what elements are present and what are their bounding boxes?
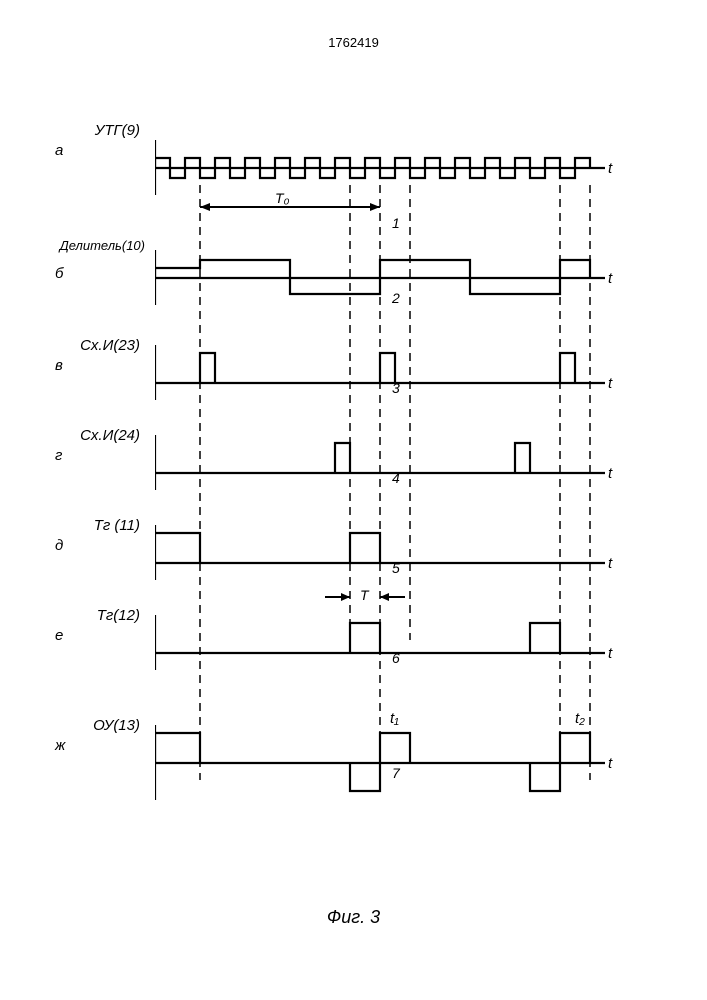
dimension-T bbox=[155, 585, 615, 610]
t-label-b: t bbox=[608, 270, 612, 287]
signal-sublabel-e: е bbox=[55, 627, 63, 644]
signal-sublabel-a: а bbox=[55, 142, 63, 159]
page: 1762419 УТГ(9) а t Т₀ bbox=[0, 0, 707, 1000]
t2-label: t₂ bbox=[575, 710, 585, 727]
figure-caption: Фиг. 3 bbox=[327, 907, 380, 928]
t-label-g: t bbox=[608, 465, 612, 482]
waveform-cxi23 bbox=[155, 345, 615, 400]
signal-sublabel-d: д bbox=[55, 537, 63, 554]
signal-label-divider: Делитель(10) bbox=[55, 238, 145, 253]
t-label-zh: t bbox=[608, 755, 612, 772]
signal-sublabel-zh: ж bbox=[55, 737, 65, 754]
row-num-1: 1 bbox=[392, 215, 400, 231]
t1-label: t₁ bbox=[390, 710, 399, 727]
signal-sublabel-v: в bbox=[55, 357, 63, 374]
waveform-cxi24 bbox=[155, 435, 615, 490]
timing-diagram: УТГ(9) а t Т₀ bbox=[60, 140, 620, 920]
signal-label-tg11: Тг (11) bbox=[55, 517, 140, 534]
t-label-v: t bbox=[608, 375, 612, 392]
signal-label-cxi23: Сх.И(23) bbox=[55, 337, 140, 354]
signal-label-ou13: ОУ(13) bbox=[55, 717, 140, 734]
signal-label-utg: УТГ(9) bbox=[55, 122, 140, 139]
waveform-tg12 bbox=[155, 615, 615, 670]
signal-sublabel-g: г bbox=[55, 447, 62, 464]
signal-sublabel-b: б bbox=[55, 265, 63, 282]
signal-label-tg12: Тг(12) bbox=[55, 607, 140, 624]
waveform-divider bbox=[155, 250, 615, 305]
T-label: Т bbox=[360, 587, 369, 603]
waveform-tg11 bbox=[155, 525, 615, 580]
t-label-e: t bbox=[608, 645, 612, 662]
waveform-ou13 bbox=[155, 725, 615, 800]
signal-label-cxi24: Сх.И(24) bbox=[55, 427, 140, 444]
t-label-d: t bbox=[608, 555, 612, 572]
document-number: 1762419 bbox=[328, 35, 379, 50]
